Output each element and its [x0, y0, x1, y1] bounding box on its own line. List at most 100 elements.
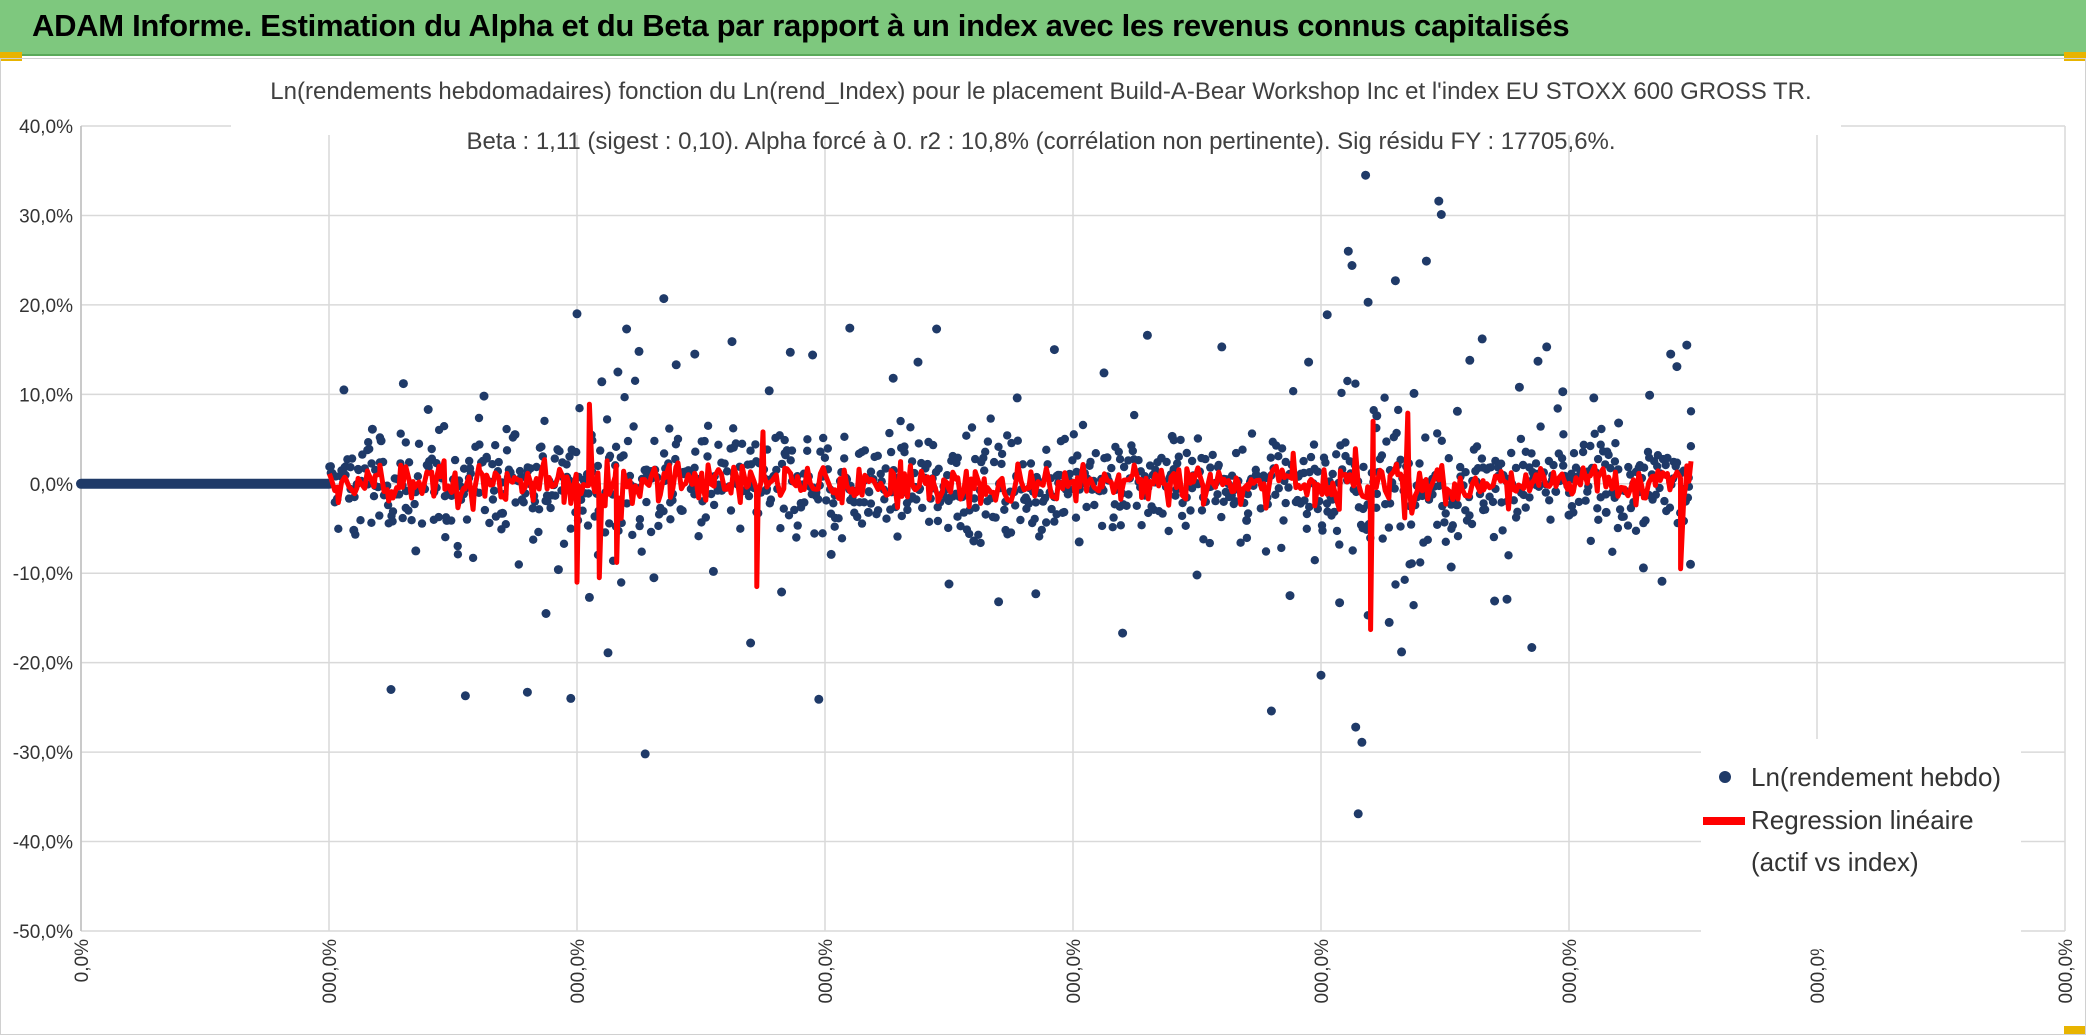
scatter-point [1686, 559, 1695, 569]
scatter-point [642, 497, 651, 507]
scatter-point [803, 446, 812, 455]
scatter-point [1115, 455, 1125, 464]
scatter-point [860, 446, 870, 455]
scatter-point [1596, 440, 1605, 449]
scatter-point [722, 467, 732, 476]
scatter-point [584, 489, 593, 498]
scatter-point [1330, 507, 1339, 517]
scatter-point [1446, 562, 1456, 572]
scatter-point [928, 440, 938, 450]
scatter-point [1557, 454, 1567, 463]
scatter-point [1116, 521, 1126, 530]
scatter-point [1219, 497, 1228, 506]
scatter-point [347, 454, 357, 463]
scatter-point [983, 437, 993, 446]
x-tick-label: 000,0% [320, 939, 341, 1004]
corner-marker-bottom-right [2064, 1026, 2086, 1035]
scatter-point [857, 519, 867, 528]
scatter-point [1536, 422, 1545, 431]
scatter-point [1177, 511, 1187, 521]
scatter-point [1328, 469, 1337, 479]
y-tick-label: -30,0% [13, 743, 73, 764]
y-tick-label: -40,0% [13, 833, 73, 854]
scatter-point [367, 424, 377, 434]
x-tick-label: 000,0% [1808, 939, 1829, 1004]
scatter-point [671, 360, 681, 370]
scatter-point [1553, 404, 1562, 413]
scatter-point [1396, 522, 1405, 531]
scatter-point [1199, 535, 1208, 544]
scatter-point [459, 464, 469, 473]
scatter-point [386, 685, 396, 694]
scatter-point [1197, 506, 1207, 515]
scatter-point [593, 461, 603, 471]
scatter-point [1416, 558, 1425, 567]
scatter-point [903, 505, 912, 515]
x-tick-label: 000,0% [2056, 939, 2077, 1004]
scatter-point [1589, 393, 1599, 403]
scatter-point [1274, 484, 1284, 493]
scatter-point [1063, 490, 1073, 499]
scatter-point [866, 499, 876, 508]
scatter-point [1593, 504, 1602, 513]
scatter-point [501, 520, 510, 529]
scatter-point [1213, 490, 1222, 499]
scatter-point [881, 464, 890, 473]
scatter-point [1384, 617, 1394, 627]
scatter-point [1332, 526, 1342, 536]
scatter-point [900, 448, 909, 457]
scatter-point [635, 515, 645, 524]
scatter-point [1187, 456, 1197, 466]
scatter-point [622, 324, 632, 334]
scatter-point [826, 549, 836, 559]
scatter-point [519, 498, 528, 507]
scatter-point [1638, 563, 1648, 573]
scatter-point [413, 472, 423, 481]
scatter-point [914, 439, 923, 448]
scatter-point [439, 422, 449, 431]
x-tick-label: 000,0% [1064, 939, 1085, 1004]
scatter-point [1488, 497, 1498, 507]
scatter-point [1409, 388, 1419, 398]
scatter-point [933, 516, 943, 526]
scatter-point [1309, 440, 1319, 449]
scatter-point [1348, 546, 1357, 555]
scatter-point [1090, 500, 1099, 510]
regression-line [327, 401, 1694, 633]
scatter-point [703, 421, 713, 430]
scatter-point [906, 423, 915, 432]
scatter-point [1456, 462, 1465, 472]
scatter-point [772, 465, 781, 475]
scatter-point [1397, 647, 1407, 657]
scatter-point [1060, 507, 1069, 517]
scatter-point [566, 693, 576, 703]
scatter-point [634, 346, 644, 356]
scatter-point [822, 496, 831, 505]
scatter-point [1306, 452, 1316, 462]
scatter-point [1394, 405, 1403, 415]
scatter-point [1511, 463, 1521, 473]
scatter-point [666, 515, 675, 524]
scatter-point [565, 452, 574, 461]
scatter-point [784, 511, 794, 520]
scatter-point [659, 294, 669, 304]
scatter-point [694, 532, 703, 541]
scatter-point [1480, 505, 1490, 514]
scatter-point [912, 495, 921, 504]
scatter-point [1173, 459, 1182, 468]
x-tick-label: 000,0% [568, 939, 589, 1004]
scatter-point [1623, 521, 1633, 530]
scatter-point [896, 416, 905, 426]
scatter-point [346, 463, 355, 472]
scatter-point [863, 507, 873, 517]
scatter-point [1193, 434, 1203, 443]
scatter-point [1281, 498, 1290, 508]
scatter-point [628, 530, 637, 540]
scatter-point [1351, 379, 1360, 388]
scatter-point [1507, 448, 1516, 458]
scatter-point [479, 391, 489, 401]
scatter-point [1359, 462, 1368, 472]
scatter-point [956, 522, 965, 531]
scatter-point [1477, 334, 1487, 344]
scatter-point [475, 440, 484, 449]
